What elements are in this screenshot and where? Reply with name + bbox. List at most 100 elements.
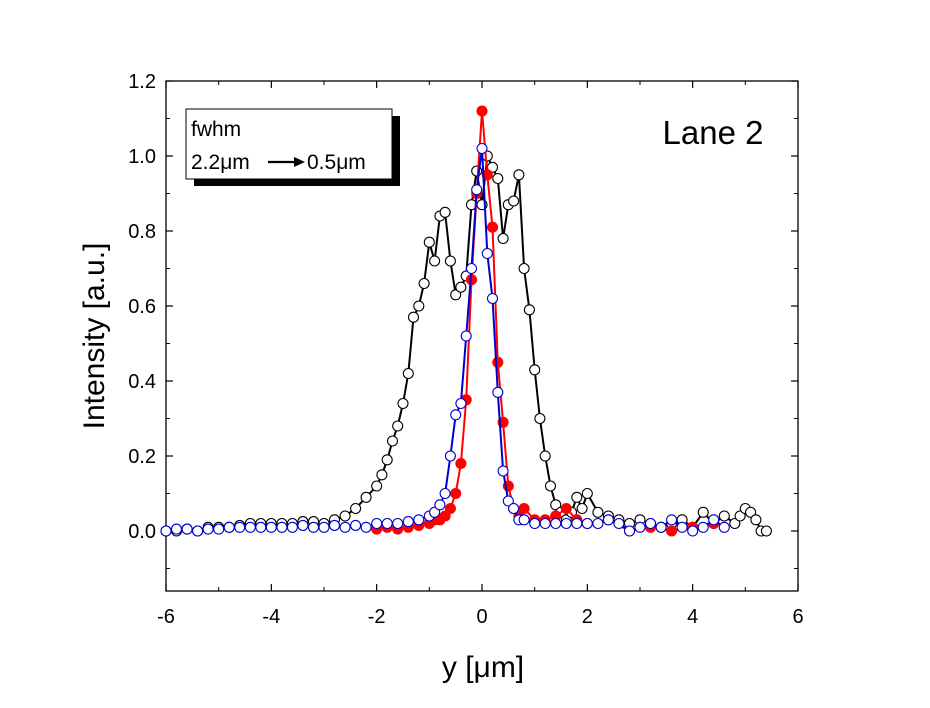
- data-point-narrow-blue: [234, 521, 246, 533]
- data-point-wide: [450, 289, 462, 301]
- data-point-narrow-blue: [476, 142, 488, 155]
- data-point-narrow-blue: [676, 521, 688, 533]
- data-point-narrow-blue: [708, 514, 720, 526]
- data-point-wide: [571, 491, 583, 503]
- data-point-wide: [497, 232, 509, 245]
- data-point-narrow-red: [481, 169, 493, 181]
- data-point-narrow-blue: [697, 521, 709, 533]
- legend-box: fwhm 2.2μm 0.5μm: [185, 108, 400, 186]
- lane-annotation: Lane 2: [663, 114, 764, 151]
- data-point-narrow-blue: [581, 517, 593, 530]
- x-tick-label: 2: [582, 606, 593, 628]
- legend-to: 0.5μm: [307, 151, 366, 174]
- x-tick-label: -4: [262, 606, 280, 628]
- data-point-narrow-blue: [392, 517, 404, 530]
- data-point-narrow-red: [492, 356, 504, 368]
- data-point-narrow-blue: [518, 514, 530, 526]
- data-point-narrow-blue: [381, 517, 393, 530]
- series-narrow-red: [371, 105, 720, 537]
- data-point-wide: [360, 491, 372, 503]
- data-point-wide: [350, 502, 362, 515]
- data-point-narrow-blue: [223, 521, 235, 533]
- data-point-narrow-red: [450, 487, 462, 500]
- data-point-narrow-blue: [265, 521, 277, 533]
- data-point-wide: [455, 281, 467, 293]
- data-point-narrow-blue: [434, 499, 446, 511]
- data-point-narrow-blue: [718, 521, 730, 533]
- data-point-narrow-blue: [539, 517, 551, 530]
- y-tick-label: 0.2: [128, 446, 156, 468]
- data-point-narrow-blue: [592, 517, 604, 530]
- data-point-narrow-blue: [497, 465, 509, 477]
- data-point-wide: [339, 510, 351, 522]
- data-point-narrow-blue: [455, 397, 467, 410]
- data-point-narrow-blue: [402, 516, 414, 528]
- data-point-wide: [734, 510, 746, 522]
- x-tick-label: 4: [687, 606, 698, 628]
- data-point-wide: [381, 454, 393, 466]
- data-point-narrow-blue: [508, 502, 520, 515]
- data-point-wide: [581, 487, 593, 500]
- data-point-narrow-blue: [439, 487, 451, 500]
- data-point-wide: [523, 304, 535, 316]
- data-point-wide: [760, 525, 772, 537]
- data-point-narrow-blue: [634, 521, 646, 533]
- data-point-narrow-blue: [460, 330, 472, 342]
- x-axis-label: y [μm]: [442, 651, 524, 684]
- data-point-narrow-blue: [371, 517, 383, 530]
- series-layer: [160, 105, 772, 537]
- y-tick-label: 0.8: [128, 221, 156, 243]
- data-point-narrow-blue: [286, 521, 298, 533]
- data-point-narrow-red: [439, 510, 451, 522]
- data-point-wide: [492, 172, 504, 185]
- data-point-wide: [386, 435, 399, 447]
- data-point-narrow-red: [666, 525, 678, 537]
- data-point-narrow-blue: [613, 517, 625, 530]
- data-point-wide: [697, 506, 709, 518]
- data-point-narrow-red: [476, 105, 488, 117]
- data-point-narrow-blue: [360, 521, 372, 533]
- data-point-narrow-blue: [550, 517, 562, 530]
- data-point-narrow-blue: [623, 525, 636, 537]
- data-point-wide: [397, 397, 409, 410]
- data-point-narrow-blue: [160, 525, 172, 537]
- legend-frame: [185, 108, 393, 180]
- data-point-narrow-blue: [297, 519, 309, 531]
- y-tick-label: 0.0: [128, 521, 156, 543]
- data-point-wide: [508, 195, 520, 207]
- data-point-wide: [392, 420, 404, 432]
- data-point-narrow-blue: [202, 523, 214, 535]
- data-point-wide: [544, 480, 557, 492]
- data-point-narrow-blue: [687, 525, 699, 537]
- data-point-narrow-blue: [644, 517, 657, 530]
- data-point-wide: [550, 499, 562, 511]
- y-tick-label: 1.0: [128, 146, 156, 168]
- data-point-wide: [371, 480, 383, 492]
- data-point-narrow-blue: [307, 521, 320, 533]
- data-point-narrow-red: [486, 221, 499, 233]
- data-point-narrow-blue: [328, 519, 341, 531]
- data-point-narrow-blue: [192, 525, 204, 537]
- y-axis-label: Intensity [a.u.]: [78, 243, 111, 430]
- data-point-wide: [518, 262, 530, 275]
- data-point-narrow-blue: [170, 523, 183, 535]
- data-point-narrow-blue: [255, 521, 267, 533]
- data-point-wide: [376, 469, 388, 481]
- data-point-narrow-blue: [339, 521, 351, 533]
- data-point-narrow-blue: [486, 292, 499, 305]
- data-point-narrow-blue: [276, 521, 288, 533]
- data-point-narrow-blue: [350, 519, 362, 531]
- x-tick-label: 0: [476, 606, 487, 628]
- arrow-icon: [268, 157, 305, 167]
- data-point-wide: [418, 277, 430, 290]
- data-point-narrow-blue: [481, 247, 493, 260]
- data-point-narrow-blue: [429, 506, 441, 518]
- data-point-narrow-blue: [666, 514, 678, 526]
- y-tick-label: 0.4: [128, 371, 156, 393]
- data-point-narrow-blue: [471, 184, 483, 196]
- axis-ticks: [165, 80, 799, 591]
- data-point-narrow-blue: [450, 409, 462, 421]
- y-tick-label: 1.2: [128, 71, 156, 93]
- data-point-narrow-blue: [465, 262, 478, 275]
